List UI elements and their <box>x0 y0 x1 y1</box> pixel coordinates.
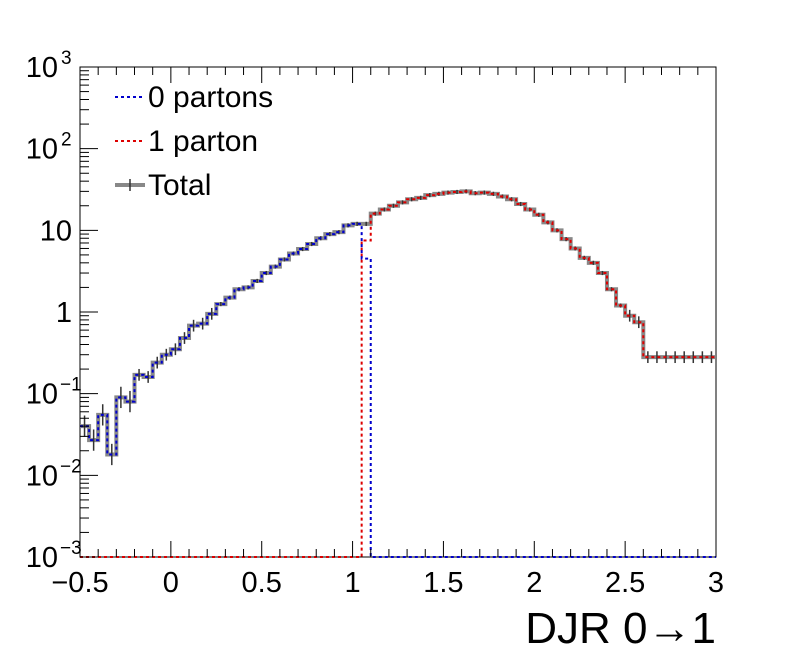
series-0-partons-line <box>80 222 716 558</box>
y-tick-exponent: −1 <box>60 375 82 396</box>
x-tick-label: 2.5 <box>605 567 645 599</box>
legend-label: Total <box>148 169 211 202</box>
x-tick-label: 1 <box>345 567 361 599</box>
x-tick-label: 0.5 <box>242 567 282 599</box>
series-layer <box>80 189 716 558</box>
y-axis-ticks <box>80 66 98 558</box>
y-tick-label: 10 <box>26 460 58 492</box>
y-tick-exponent: −3 <box>60 538 82 559</box>
x-axis-ticks <box>79 67 717 557</box>
y-tick-label: 10 <box>40 215 72 247</box>
x-axis-title: DJR 0→1 <box>525 604 716 653</box>
plot-frame <box>79 66 717 558</box>
y-tick-exponent: 3 <box>61 48 72 69</box>
y-tick-label: 10 <box>26 379 58 411</box>
y-tick-label: 10 <box>26 52 58 84</box>
y-tick-label: 10 <box>26 542 58 574</box>
legend-label: 1 parton <box>148 125 258 158</box>
x-axis-tick-labels: −0.5 0 0.5 1 1.5 2 2.5 3 <box>51 567 724 599</box>
y-tick-label: 10 <box>26 134 58 166</box>
x-tick-label: −0.5 <box>51 567 108 599</box>
x-tick-label: 0 <box>163 567 179 599</box>
legend-label: 0 partons <box>148 81 273 114</box>
x-tick-label: 1.5 <box>423 567 463 599</box>
y-tick-exponent: 2 <box>61 130 72 151</box>
y-tick-exponent: −2 <box>60 456 82 477</box>
x-tick-label: 2 <box>526 567 542 599</box>
x-tick-label: 3 <box>708 567 724 599</box>
y-tick-label: 1 <box>56 297 72 329</box>
legend: 0 partons 1 parton Total <box>115 81 273 202</box>
